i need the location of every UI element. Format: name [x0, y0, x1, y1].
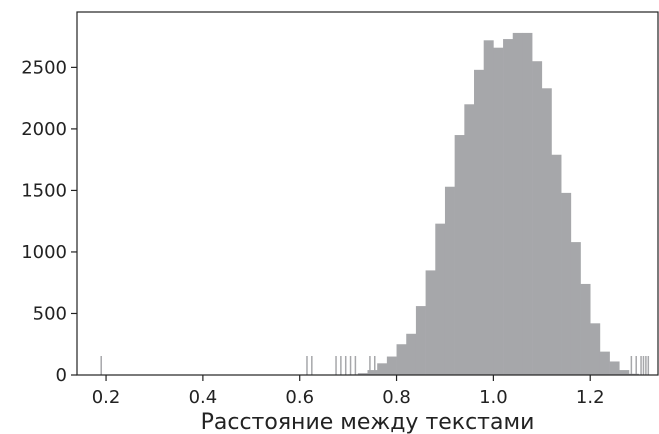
- histogram-bar: [551, 154, 562, 375]
- x-tick-label: 0.2: [92, 387, 121, 408]
- x-tick-label: 1.0: [479, 387, 508, 408]
- histogram-bar: [561, 192, 572, 375]
- y-axis: 0 500 1000 1500 2000 2500: [21, 57, 77, 386]
- histogram-bar: [454, 135, 465, 375]
- x-tick-label: 1.2: [576, 387, 605, 408]
- histogram-bar: [474, 69, 484, 376]
- y-tick-label: 2000: [21, 119, 67, 140]
- x-tick-label: 0.4: [189, 387, 218, 408]
- x-axis: 0.2 0.4 0.6 0.8 1.0 1.2: [92, 375, 605, 408]
- y-tick-label: 1000: [21, 242, 67, 263]
- histogram-bar: [541, 88, 552, 375]
- histogram-bar: [377, 363, 388, 375]
- histogram-bar: [396, 344, 407, 375]
- histogram-bars: [348, 32, 639, 376]
- histogram-bar: [522, 32, 533, 376]
- histogram-bar: [425, 270, 436, 375]
- histogram-bar: [415, 306, 426, 375]
- histogram-bar: [444, 186, 455, 375]
- histogram-bar: [464, 104, 475, 375]
- histogram-bar: [512, 32, 523, 376]
- y-tick-label: 1500: [21, 180, 67, 201]
- histogram-bar: [406, 333, 417, 375]
- histogram-bar: [357, 373, 368, 375]
- x-tick-label: 0.8: [382, 387, 411, 408]
- x-tick-label: 0.6: [285, 387, 314, 408]
- histogram-bar: [386, 356, 397, 375]
- histogram-bar: [532, 61, 543, 376]
- y-tick-label: 2500: [21, 57, 67, 78]
- histogram-bar: [599, 351, 610, 375]
- histogram-bar: [580, 283, 591, 375]
- histogram-bar: [483, 40, 494, 375]
- histogram-bar: [493, 47, 504, 375]
- histogram-bar: [503, 39, 514, 375]
- histogram-bar: [570, 242, 581, 375]
- x-axis-title: Расстояние между текстами: [201, 410, 535, 434]
- histogram-bar: [609, 361, 620, 375]
- histogram-bar: [619, 370, 630, 375]
- y-tick-label: 500: [33, 303, 67, 324]
- histogram-bar: [435, 223, 446, 375]
- histogram-bar: [590, 323, 601, 375]
- y-tick-label: 0: [56, 365, 67, 386]
- rug-marks: [100, 356, 650, 375]
- histogram-bar: [628, 373, 639, 375]
- histogram-bar: [367, 370, 378, 375]
- plot-frame: [76, 11, 659, 376]
